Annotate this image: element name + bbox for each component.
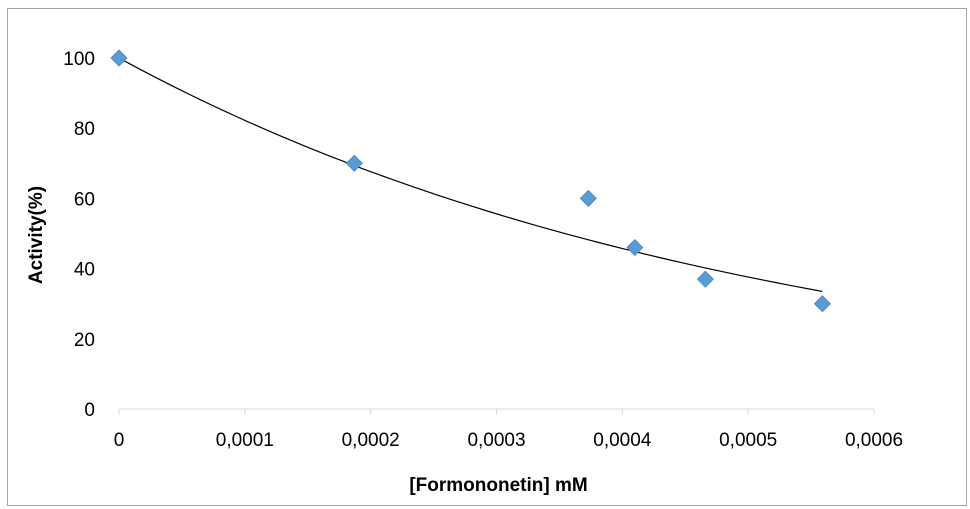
x-axis-title: [Formononetin] mM: [409, 475, 587, 496]
data-points: [110, 49, 831, 313]
x-tick-label: 0,0004: [593, 430, 652, 451]
y-tick-label: 20: [74, 330, 95, 351]
x-tick-label: 0: [114, 430, 125, 451]
y-tick-label: 40: [74, 260, 95, 281]
y-tick-label: 80: [74, 119, 95, 140]
x-tick-label: 0,0005: [719, 430, 777, 451]
x-tick-label: 0,0001: [216, 430, 274, 451]
y-tick-label: 100: [63, 49, 95, 70]
x-tick-label: 0,0003: [467, 430, 525, 451]
data-point: [626, 238, 644, 257]
data-point: [696, 270, 714, 288]
plot-area: 0 0,0001 0,0002 0,0003 0,0004 0,0005 0,0006 0 2…: [63, 49, 903, 451]
x-axis-ticks: 0 0,0001 0,0002 0,0003 0,0004 0,0005 0,0006: [114, 409, 903, 451]
data-point: [345, 154, 363, 172]
y-axis-labels: 0 20 40 60 80 100: [63, 49, 95, 421]
x-tick-label: 0,0006: [845, 430, 903, 451]
y-axis-title: Activity(%): [26, 186, 47, 284]
y-tick-label: 60: [74, 189, 95, 210]
y-tick-label: 0: [84, 400, 95, 421]
data-point: [579, 189, 597, 207]
data-point: [110, 49, 128, 67]
data-point: [813, 295, 831, 313]
chart-frame: [7, 8, 967, 506]
x-tick-label: 0,0002: [342, 430, 400, 451]
trendline: [118, 57, 823, 293]
